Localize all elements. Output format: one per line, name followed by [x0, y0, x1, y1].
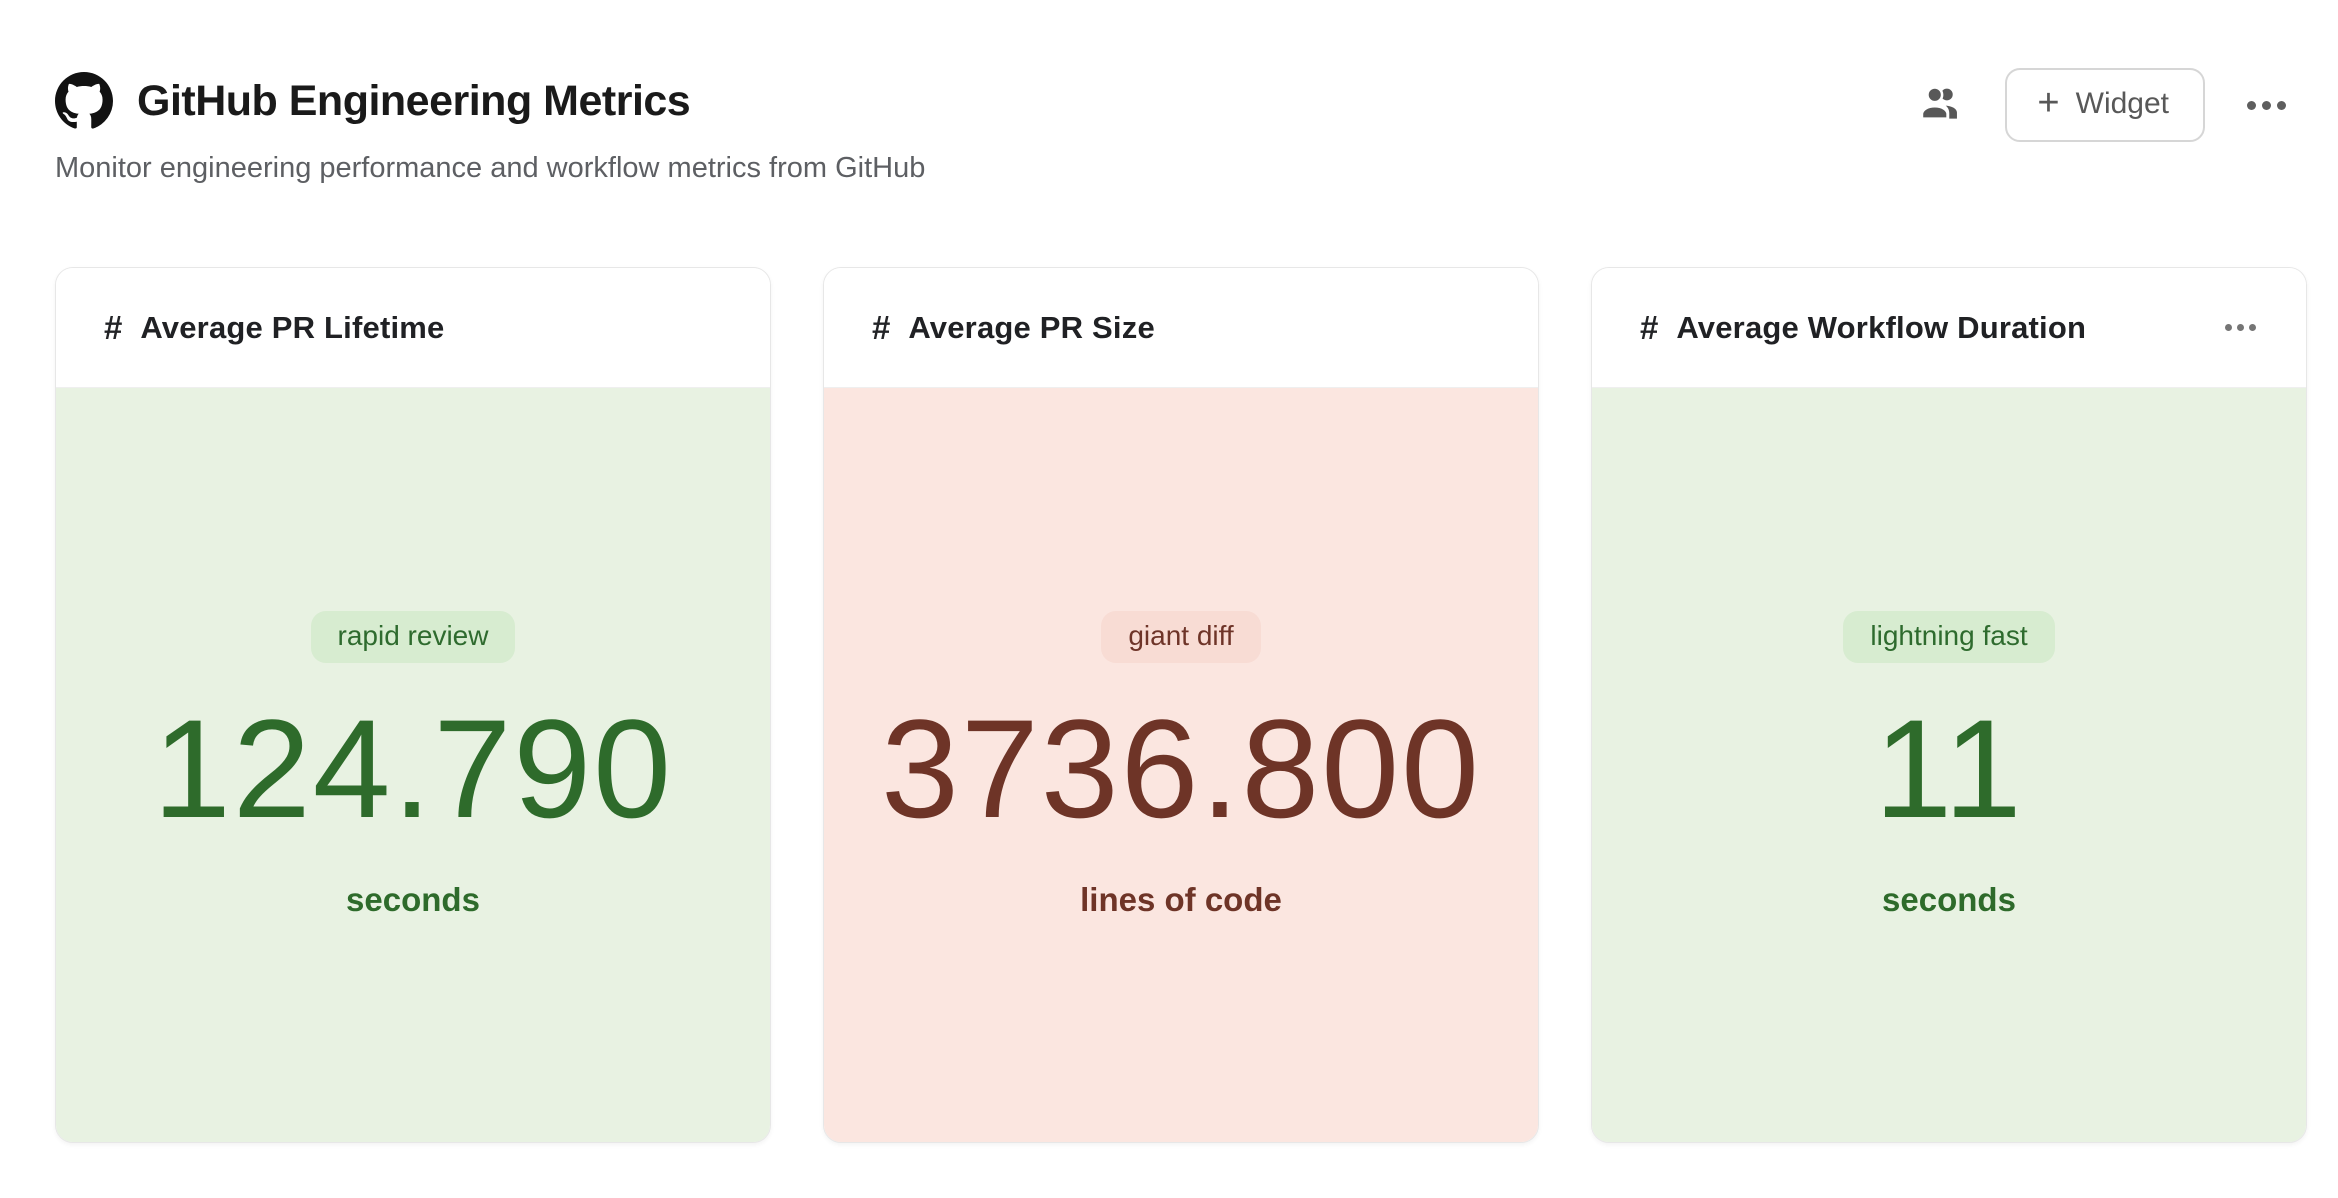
metric-value: 11: [1874, 699, 2023, 839]
title-row: GitHub Engineering Metrics: [55, 72, 925, 130]
widget-more-button[interactable]: [2219, 318, 2262, 337]
status-badge: rapid review: [311, 611, 516, 664]
page-title: GitHub Engineering Metrics: [137, 77, 690, 126]
widget-card-average-workflow-duration: # Average Workflow Duration lightning fa…: [1591, 267, 2307, 1143]
hash-icon: #: [104, 309, 122, 347]
widget-card-header: # Average Workflow Duration: [1592, 268, 2306, 388]
header-actions: + Widget: [1913, 68, 2292, 142]
plus-icon: +: [2037, 84, 2059, 122]
widget-card-average-pr-lifetime: # Average PR Lifetime rapid review 124.7…: [55, 267, 771, 1143]
widget-title: Average PR Size: [908, 310, 1155, 346]
people-icon: [1919, 82, 1963, 129]
people-button[interactable]: [1913, 76, 1969, 135]
dashboard-page: GitHub Engineering Metrics Monitor engin…: [0, 0, 2338, 1143]
hash-icon: #: [872, 309, 890, 347]
metric-unit: lines of code: [1080, 881, 1282, 919]
add-widget-button[interactable]: + Widget: [2005, 68, 2205, 142]
status-badge: lightning fast: [1843, 611, 2054, 664]
widget-card-header: # Average PR Lifetime: [56, 268, 770, 388]
page-subtitle: Monitor engineering performance and work…: [55, 152, 925, 185]
widget-body: giant diff 3736.800 lines of code: [824, 388, 1538, 1142]
dashboard-header: GitHub Engineering Metrics Monitor engin…: [0, 0, 2338, 185]
ellipsis-icon: [2225, 324, 2256, 331]
widget-body: rapid review 124.790 seconds: [56, 388, 770, 1142]
ellipsis-icon: [2247, 101, 2286, 110]
hash-icon: #: [1640, 309, 1658, 347]
add-widget-label: Widget: [2076, 87, 2169, 121]
metric-value: 3736.800: [881, 699, 1481, 839]
dashboard-heading: GitHub Engineering Metrics Monitor engin…: [55, 72, 925, 185]
widget-title: Average PR Lifetime: [140, 310, 444, 346]
status-badge: giant diff: [1101, 611, 1260, 664]
widget-body: lightning fast 11 seconds: [1592, 388, 2306, 1142]
metric-value: 124.790: [153, 699, 673, 839]
metric-unit: seconds: [346, 881, 480, 919]
widget-grid: # Average PR Lifetime rapid review 124.7…: [0, 267, 2338, 1143]
github-logo-icon: [55, 72, 113, 130]
metric-unit: seconds: [1882, 881, 2016, 919]
dashboard-more-button[interactable]: [2241, 95, 2292, 116]
widget-card-average-pr-size: # Average PR Size giant diff 3736.800 li…: [823, 267, 1539, 1143]
widget-card-header: # Average PR Size: [824, 268, 1538, 388]
widget-title: Average Workflow Duration: [1676, 310, 2086, 346]
